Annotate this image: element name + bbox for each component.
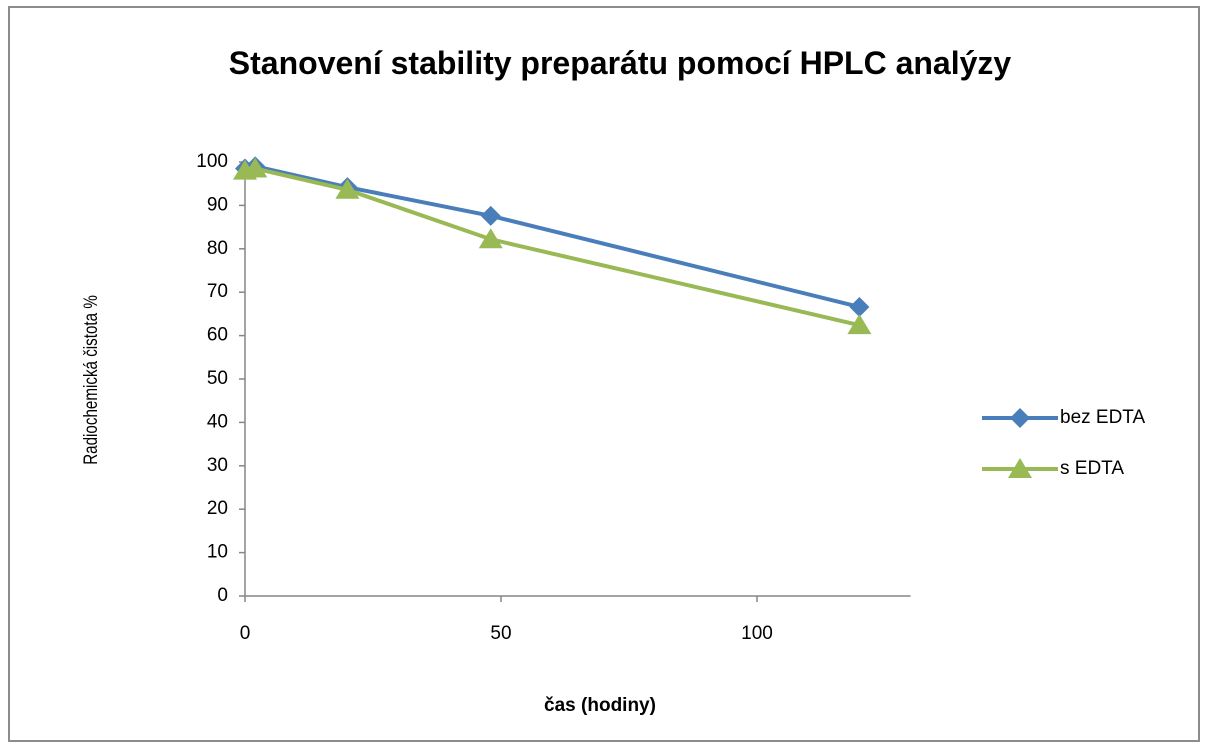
point-marker: [478, 228, 503, 249]
x-tick-label: 0: [240, 623, 251, 644]
point-marker: [849, 296, 870, 317]
y-tick-label: 90: [207, 194, 228, 215]
y-tick-label: 20: [207, 498, 228, 519]
series-line: [244, 166, 860, 328]
y-tick-label: 100: [196, 151, 228, 172]
x-tick-label: 50: [490, 623, 511, 644]
chart-frame: [8, 6, 1200, 742]
y-tick-label: 0: [217, 585, 228, 606]
y-tick-label: 80: [207, 238, 228, 259]
y-tick-label: 30: [207, 455, 228, 476]
legend-label: s EDTA: [1060, 458, 1124, 479]
point-marker: [243, 157, 268, 178]
y-tick-label: 50: [207, 368, 228, 389]
point-marker: [480, 205, 501, 226]
y-axis-label: Radiochemická čistota %: [79, 295, 101, 465]
y-tick-label: 60: [207, 325, 228, 346]
point-marker: [847, 314, 872, 335]
y-tick-label: 10: [207, 542, 228, 563]
point-marker: [1008, 458, 1032, 478]
point-marker: [1010, 408, 1030, 428]
chart-title: Stanovení stability preparátu pomocí HPL…: [228, 45, 1012, 81]
point-marker: [335, 178, 360, 199]
y-tick-label: 40: [207, 411, 228, 432]
legend-label: bez EDTA: [1060, 407, 1146, 428]
x-tick-label: 100: [741, 623, 773, 644]
x-axis-label: čas (hodiny): [544, 695, 656, 716]
y-tick-label: 70: [207, 281, 228, 302]
